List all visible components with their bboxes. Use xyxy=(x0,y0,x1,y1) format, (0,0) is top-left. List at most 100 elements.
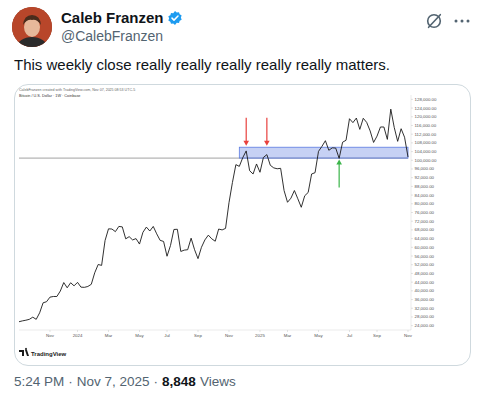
y-tick xyxy=(411,99,413,100)
y-tick-label: 112,000.00 xyxy=(415,132,437,137)
y-tick-label: 36,000.00 xyxy=(415,297,435,302)
avatar-image xyxy=(12,7,52,47)
arrow-shaft xyxy=(246,118,247,143)
y-tick xyxy=(411,256,413,257)
y-tick-label: 72,000.00 xyxy=(415,219,435,224)
arrow-head xyxy=(336,160,342,165)
author-name[interactable]: Caleb Franzen xyxy=(61,9,164,26)
y-tick xyxy=(411,212,413,213)
author-handle[interactable]: @CalebFranzen xyxy=(61,28,163,44)
y-tick-label: 28,000.00 xyxy=(415,314,435,319)
y-tick-label: 52,000.00 xyxy=(415,262,435,267)
avatar-hair xyxy=(23,15,41,25)
y-tick-label: 92,000.00 xyxy=(415,175,435,180)
y-tick xyxy=(411,221,413,222)
x-tick-label: May xyxy=(314,333,323,338)
y-tick-label: 44,000.00 xyxy=(415,280,435,285)
y-tick xyxy=(411,203,413,204)
x-tick-label: Jul xyxy=(164,333,170,338)
x-tick-label: Nov xyxy=(225,333,234,338)
arrow-shaft xyxy=(339,163,340,188)
y-tick-label: 24,000.00 xyxy=(415,323,435,328)
grok-icon[interactable] xyxy=(425,12,443,30)
x-tick xyxy=(108,330,109,332)
x-tick xyxy=(259,330,260,332)
y-tick-label: 56,000.00 xyxy=(415,254,435,259)
signal-arrow xyxy=(243,118,249,146)
view-count: 8,848 xyxy=(162,374,196,389)
chart-card[interactable] xyxy=(14,84,471,366)
y-tick-label: 108,000.00 xyxy=(415,140,438,145)
x-tick xyxy=(287,330,288,332)
tweet-meta: 5:24 PM·Nov 7, 2025·8,848Views xyxy=(14,374,236,389)
x-tick xyxy=(408,330,409,332)
x-tick xyxy=(377,330,378,332)
y-tick-label: 128,000.00 xyxy=(415,97,438,102)
y-tick-label: 64,000.00 xyxy=(415,236,435,241)
y-tick-label: 104,000.00 xyxy=(415,149,438,154)
avatar[interactable] xyxy=(12,7,52,47)
x-tick-label: Nov xyxy=(404,333,413,338)
y-tick-label: 80,000.00 xyxy=(415,201,435,206)
verified-badge xyxy=(167,10,183,26)
x-tick-label: Nov xyxy=(46,333,55,338)
tweet-text: This weekly close really really really r… xyxy=(14,56,390,73)
y-tick xyxy=(411,264,413,265)
separator: · xyxy=(68,374,73,389)
y-tick-label: 76,000.00 xyxy=(415,210,435,215)
chart-subtitle: CalebFranzen created with TradingView.co… xyxy=(19,88,135,92)
y-tick-label: 96,000.00 xyxy=(415,166,435,171)
grok-slash xyxy=(429,15,441,28)
y-tick xyxy=(411,116,413,117)
y-tick xyxy=(411,325,413,326)
tweet-date[interactable]: Nov 7, 2025 xyxy=(77,374,150,389)
x-tick-label: 2025 xyxy=(255,333,265,338)
badge-shape xyxy=(168,11,181,25)
y-tick-label: 32,000.00 xyxy=(415,306,435,311)
x-tick-label: May xyxy=(135,333,144,338)
y-tick-label: 88,000.00 xyxy=(415,184,435,189)
price-line xyxy=(19,109,408,322)
source-label: TradingView xyxy=(31,351,67,357)
y-tick xyxy=(411,125,413,126)
signal-arrow xyxy=(336,160,342,188)
y-tick xyxy=(411,247,413,248)
x-tick-label: Mar xyxy=(105,333,113,338)
views-label: Views xyxy=(200,374,236,389)
y-tick-label: 60,000.00 xyxy=(415,245,435,250)
x-tick xyxy=(349,330,350,332)
y-tick-label: 124,000.00 xyxy=(415,106,438,111)
x-tick xyxy=(139,330,140,332)
y-tick xyxy=(411,308,413,309)
y-tick xyxy=(411,195,413,196)
more-menu[interactable] xyxy=(453,12,471,30)
y-tick xyxy=(411,160,413,161)
tweet-time[interactable]: 5:24 PM xyxy=(14,374,64,389)
y-tick-label: 116,000.00 xyxy=(415,123,437,128)
y-tick xyxy=(411,282,413,283)
y-tick-label: 100,000.00 xyxy=(415,158,438,163)
avatar-shoulders xyxy=(17,37,47,47)
menu-dot xyxy=(461,20,464,23)
x-axis-line xyxy=(19,330,411,331)
x-tick xyxy=(77,330,78,332)
x-tick-label: Sep xyxy=(373,333,381,338)
signal-arrow xyxy=(264,118,270,146)
y-tick-label: 120,000.00 xyxy=(415,114,438,119)
y-tick xyxy=(411,238,413,239)
y-tick xyxy=(411,299,413,300)
y-tick xyxy=(411,134,413,135)
arrow-shaft xyxy=(266,118,267,143)
author-row: Caleb Franzen xyxy=(61,9,183,26)
y-tick-label: 40,000.00 xyxy=(415,288,435,293)
y-tick xyxy=(411,108,413,109)
plot-area xyxy=(19,109,408,322)
y-tick xyxy=(411,177,413,178)
y-tick-label: 48,000.00 xyxy=(415,271,435,276)
y-tick xyxy=(411,273,413,274)
x-tick xyxy=(198,330,199,332)
logo-mark xyxy=(19,348,29,356)
chart-title: Bitcoin / U.S. Dollar · 1W · Coinbase xyxy=(19,94,80,98)
y-tick xyxy=(411,142,413,143)
separator: · xyxy=(154,374,159,389)
